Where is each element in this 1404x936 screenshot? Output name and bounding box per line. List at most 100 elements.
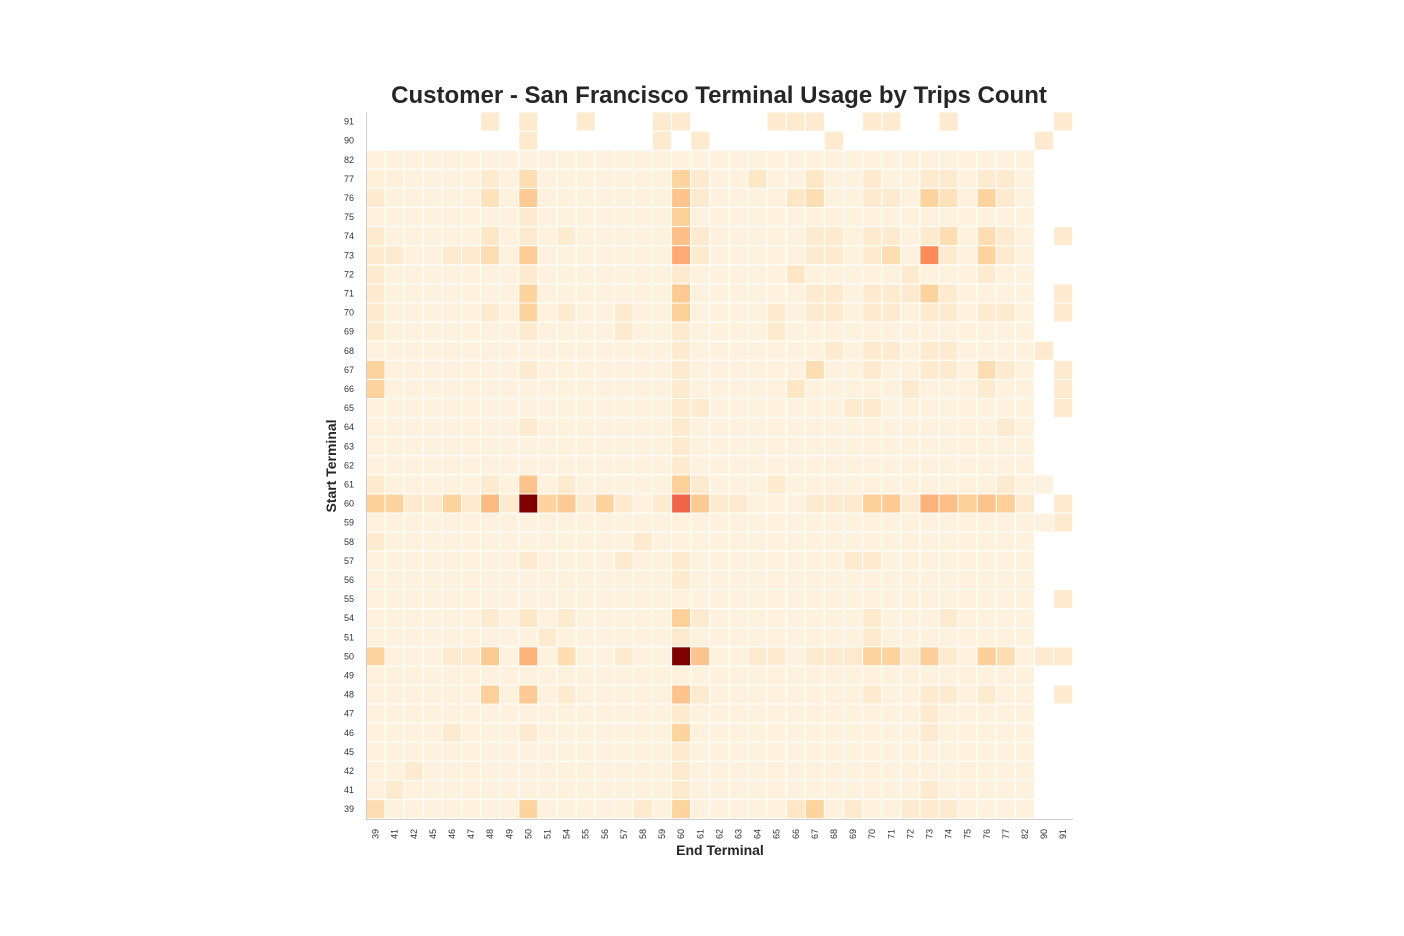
heatmap-cell-63-49 — [499, 436, 520, 457]
heatmap-cell-56-55 — [575, 569, 596, 591]
heatmap-cell-65-45 — [422, 398, 443, 419]
heatmap-cell-62-66 — [785, 455, 806, 476]
heatmap-cell-39-48 — [480, 799, 501, 820]
heatmap-cell-49-69 — [843, 665, 864, 686]
heatmap-cell-50-39 — [365, 646, 386, 667]
heatmap-cell-46-55 — [575, 722, 596, 743]
heatmap-cell-49-42 — [403, 665, 424, 686]
heatmap-cell-42-49 — [499, 760, 520, 782]
heatmap-cell-76-72 — [900, 187, 921, 208]
heatmap-cell-82-60 — [671, 149, 692, 170]
heatmap-cell-82-77 — [995, 149, 1016, 170]
heatmap-cell-42-71 — [881, 760, 902, 782]
heatmap-cell-72-46 — [441, 264, 462, 285]
heatmap-cell-75-71 — [881, 207, 902, 228]
heatmap-cell-69-64 — [747, 321, 768, 342]
x-tick-label: 48 — [485, 829, 495, 839]
heatmap-cell-66-62 — [709, 378, 730, 399]
heatmap-cell-60-47 — [461, 493, 482, 514]
heatmap-cell-48-49 — [499, 684, 520, 705]
heatmap-cell-68-63 — [728, 340, 749, 361]
heatmap-cell-58-75 — [957, 531, 978, 552]
heatmap-cell-51-63 — [728, 627, 749, 648]
heatmap-cell-60-63 — [728, 493, 749, 514]
heatmap-cell-58-51 — [537, 531, 558, 552]
heatmap-cell-75-55 — [575, 207, 596, 228]
heatmap-cell-74-50 — [518, 226, 539, 247]
y-tick-label: 49 — [344, 670, 354, 680]
heatmap-cell-59-65 — [766, 512, 787, 533]
y-tick-label: 77 — [344, 174, 354, 184]
heatmap-cell-56-77 — [995, 569, 1016, 591]
heatmap-cell-47-66 — [785, 703, 806, 724]
heatmap-cell-56-63 — [728, 569, 749, 591]
heatmap-cell-45-70 — [862, 741, 883, 762]
heatmap-cell-72-51 — [537, 264, 558, 285]
heatmap-cell-58-59 — [652, 531, 673, 552]
heatmap-cell-74-63 — [728, 226, 749, 247]
heatmap-cell-67-76 — [976, 359, 997, 380]
heatmap-cell-77-39 — [365, 168, 386, 189]
heatmap-cell-65-82 — [1014, 398, 1036, 419]
heatmap-cell-64-67 — [804, 417, 825, 438]
heatmap-cell-45-74 — [938, 741, 959, 762]
heatmap-cell-51-60 — [671, 627, 692, 648]
heatmap-cell-50-57 — [613, 646, 634, 667]
heatmap-cell-48-82 — [1014, 684, 1036, 705]
heatmap-cell-74-68 — [823, 226, 845, 247]
heatmap-cell-70-45 — [422, 302, 443, 323]
heatmap-cell-56-74 — [938, 569, 959, 591]
heatmap-cell-63-72 — [900, 436, 921, 457]
heatmap-cell-55-91 — [1053, 589, 1074, 610]
heatmap-cell-63-48 — [480, 436, 501, 457]
heatmap-cell-56-48 — [480, 569, 501, 591]
heatmap-cell-65-60 — [671, 398, 692, 419]
heatmap-cell-61-55 — [575, 474, 596, 495]
heatmap-cell-75-49 — [499, 207, 520, 228]
heatmap-cell-74-54 — [556, 226, 577, 247]
heatmap-cell-48-62 — [709, 684, 730, 705]
heatmap-cell-56-71 — [881, 569, 902, 591]
heatmap-cell-49-77 — [995, 665, 1016, 686]
heatmap-cell-57-74 — [938, 550, 959, 571]
heatmap-cell-59-60 — [671, 512, 692, 533]
heatmap-cell-64-75 — [957, 417, 978, 438]
heatmap-cell-64-64 — [747, 417, 768, 438]
heatmap-cell-54-48 — [480, 608, 501, 629]
heatmap-cell-58-54 — [556, 531, 577, 552]
heatmap-cell-73-65 — [766, 245, 787, 266]
heatmap-cell-67-45 — [422, 359, 443, 380]
heatmap-cell-55-77 — [995, 589, 1016, 610]
heatmap-cell-71-63 — [728, 283, 749, 304]
heatmap-cell-50-73 — [919, 646, 940, 667]
heatmap-cell-70-71 — [881, 302, 902, 323]
heatmap-cell-66-55 — [575, 378, 596, 399]
heatmap-cell-82-67 — [804, 149, 825, 170]
heatmap-cell-59-69 — [843, 512, 864, 533]
heatmap-cell-63-69 — [843, 436, 864, 457]
heatmap-cell-58-67 — [804, 531, 825, 552]
heatmap-cell-68-66 — [785, 340, 806, 361]
heatmap-cell-71-54 — [556, 283, 577, 304]
x-tick-label: 60 — [676, 829, 686, 839]
heatmap-cell-70-76 — [976, 302, 997, 323]
heatmap-cell-41-71 — [881, 780, 902, 801]
y-tick-label: 45 — [344, 747, 354, 757]
heatmap-cell-62-68 — [823, 455, 845, 476]
heatmap-cell-48-61 — [690, 684, 711, 705]
heatmap-cell-47-74 — [938, 703, 959, 724]
heatmap-cell-69-61 — [690, 321, 711, 342]
heatmap-cell-66-54 — [556, 378, 577, 399]
heatmap-cell-65-91 — [1053, 398, 1074, 419]
heatmap-cell-56-54 — [556, 569, 577, 591]
x-tick-label: 90 — [1039, 829, 1049, 839]
heatmap-cell-45-39 — [365, 741, 386, 762]
heatmap-cell-62-60 — [671, 455, 692, 476]
heatmap-cell-41-56 — [594, 780, 615, 801]
heatmap-cell-47-45 — [422, 703, 443, 724]
heatmap-cell-47-77 — [995, 703, 1016, 724]
heatmap-cell-47-55 — [575, 703, 596, 724]
heatmap-cell-67-66 — [785, 359, 806, 380]
heatmap-cell-54-49 — [499, 608, 520, 629]
heatmap-cell-72-67 — [804, 264, 825, 285]
